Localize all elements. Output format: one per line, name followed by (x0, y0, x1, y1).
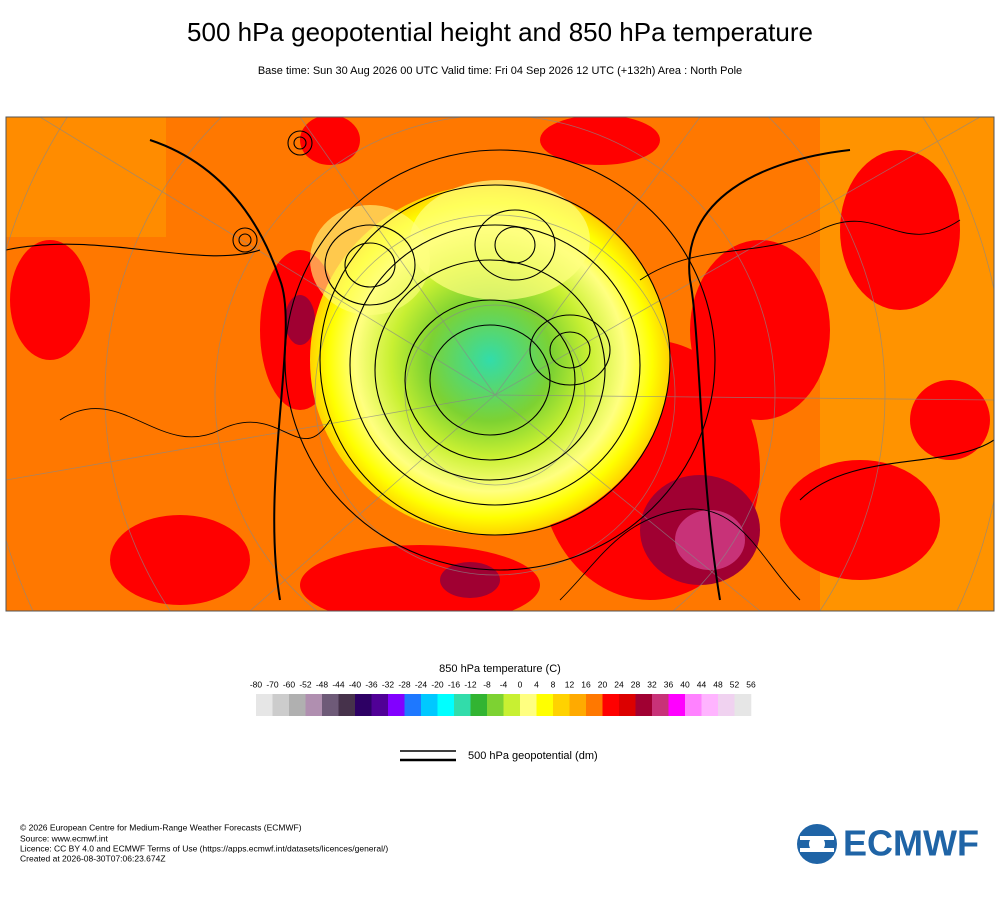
colorbar-tick-label: -32 (382, 679, 395, 689)
colorbar-tick-label: -8 (483, 679, 491, 689)
colorbar-swatch (305, 694, 323, 716)
colorbar-tick-label: 4 (534, 679, 539, 689)
colorbar-tick-label: -16 (448, 679, 461, 689)
colorbar-swatch (437, 694, 455, 716)
colorbar-tick-label: -60 (283, 679, 296, 689)
colorbar-tick-label: -40 (349, 679, 362, 689)
colorbar-tick-label: 36 (664, 679, 674, 689)
colorbar-tick-label: -24 (415, 679, 428, 689)
logo: ECMWF (797, 823, 979, 864)
colorbar-tick-label: -70 (266, 679, 279, 689)
colorbar-swatch (520, 694, 537, 716)
colorbar-swatch (454, 694, 471, 716)
colorbar-swatch (734, 694, 752, 716)
title: 500 hPa geopotential height and 850 hPa … (187, 17, 813, 47)
legend-label: 500 hPa geopotential (dm) (468, 750, 598, 762)
colorbar-swatch (470, 694, 488, 716)
footer: © 2026 European Centre for Medium-Range … (20, 822, 388, 863)
colorbar-swatch (421, 694, 438, 716)
colorbar-tick-label: -48 (316, 679, 329, 689)
colorbar-tick-label: -12 (464, 679, 477, 689)
colorbar-tick-label: -28 (398, 679, 411, 689)
colorbar-swatch (652, 694, 669, 716)
map-frame (5, 116, 995, 612)
logo-text: ECMWF (843, 823, 979, 864)
footer-line: Licence: CC BY 4.0 and ECMWF Terms of Us… (20, 843, 388, 853)
colorbar-tick-label: 12 (565, 679, 575, 689)
colorbar-swatch (371, 694, 389, 716)
colorbar-swatch (635, 694, 653, 716)
colorbar-swatch (338, 694, 356, 716)
colorbar-swatch (272, 694, 290, 716)
colorbar-swatch (487, 694, 504, 716)
colorbar-tick-label: 28 (631, 679, 641, 689)
colorbar-swatch (685, 694, 702, 716)
colorbar-tick-label: 56 (746, 679, 756, 689)
colorbar-tick-label: -80 (250, 679, 263, 689)
colorbar-swatch (256, 694, 273, 716)
colorbar-tick-label: -44 (332, 679, 345, 689)
colorbar-swatch (289, 694, 306, 716)
colorbar-tick-label: 52 (730, 679, 740, 689)
colorbar-swatch (536, 694, 554, 716)
colorbar-swatch (602, 694, 620, 716)
colorbar-swatch (569, 694, 587, 716)
colorbar-tick-label: 20 (598, 679, 608, 689)
colorbar-tick-label: 48 (713, 679, 723, 689)
footer-line: Created at 2026-08-30T07:06:23.674Z (20, 853, 166, 863)
footer-line: Source: www.ecmwf.int (20, 833, 108, 843)
colorbar-swatch (553, 694, 570, 716)
colorbar-title: 850 hPa temperature (C) (439, 663, 561, 675)
colorbar-swatch (388, 694, 405, 716)
colorbar-swatch (718, 694, 735, 716)
colorbar-tick-label: -4 (500, 679, 508, 689)
colorbar-swatch (701, 694, 719, 716)
colorbar-tick-label: 16 (581, 679, 591, 689)
colorbar-swatch (586, 694, 603, 716)
colorbar-tick-label: -20 (431, 679, 444, 689)
colorbar-tick-label: 32 (647, 679, 657, 689)
colorbar-tick-label: 24 (614, 679, 624, 689)
colorbar-tick-label: 44 (697, 679, 707, 689)
colorbar-tick-label: 0 (518, 679, 523, 689)
colorbar-tick-label: -36 (365, 679, 378, 689)
geopotential-legend: 500 hPa geopotential (dm) (400, 750, 598, 762)
colorbar-swatch (503, 694, 521, 716)
colorbar-swatch (322, 694, 339, 716)
colorbar: -80 -70 -60 -52 -48 -44 -40 -36 -32 -28 -24 -20 -16-… (250, 679, 756, 716)
footer-line: © 2026 European Centre for Medium-Range … (20, 822, 302, 832)
colorbar-swatch (355, 694, 372, 716)
colorbar-tick-label: 40 (680, 679, 690, 689)
colorbar-tick-label: 8 (551, 679, 556, 689)
colorbar-swatch (619, 694, 636, 716)
colorbar-swatch (668, 694, 686, 716)
colorbar-tick-label: -52 (299, 679, 312, 689)
colorbar-swatch (404, 694, 422, 716)
subtitle: Base time: Sun 30 Aug 2026 00 UTC Valid … (258, 65, 742, 77)
